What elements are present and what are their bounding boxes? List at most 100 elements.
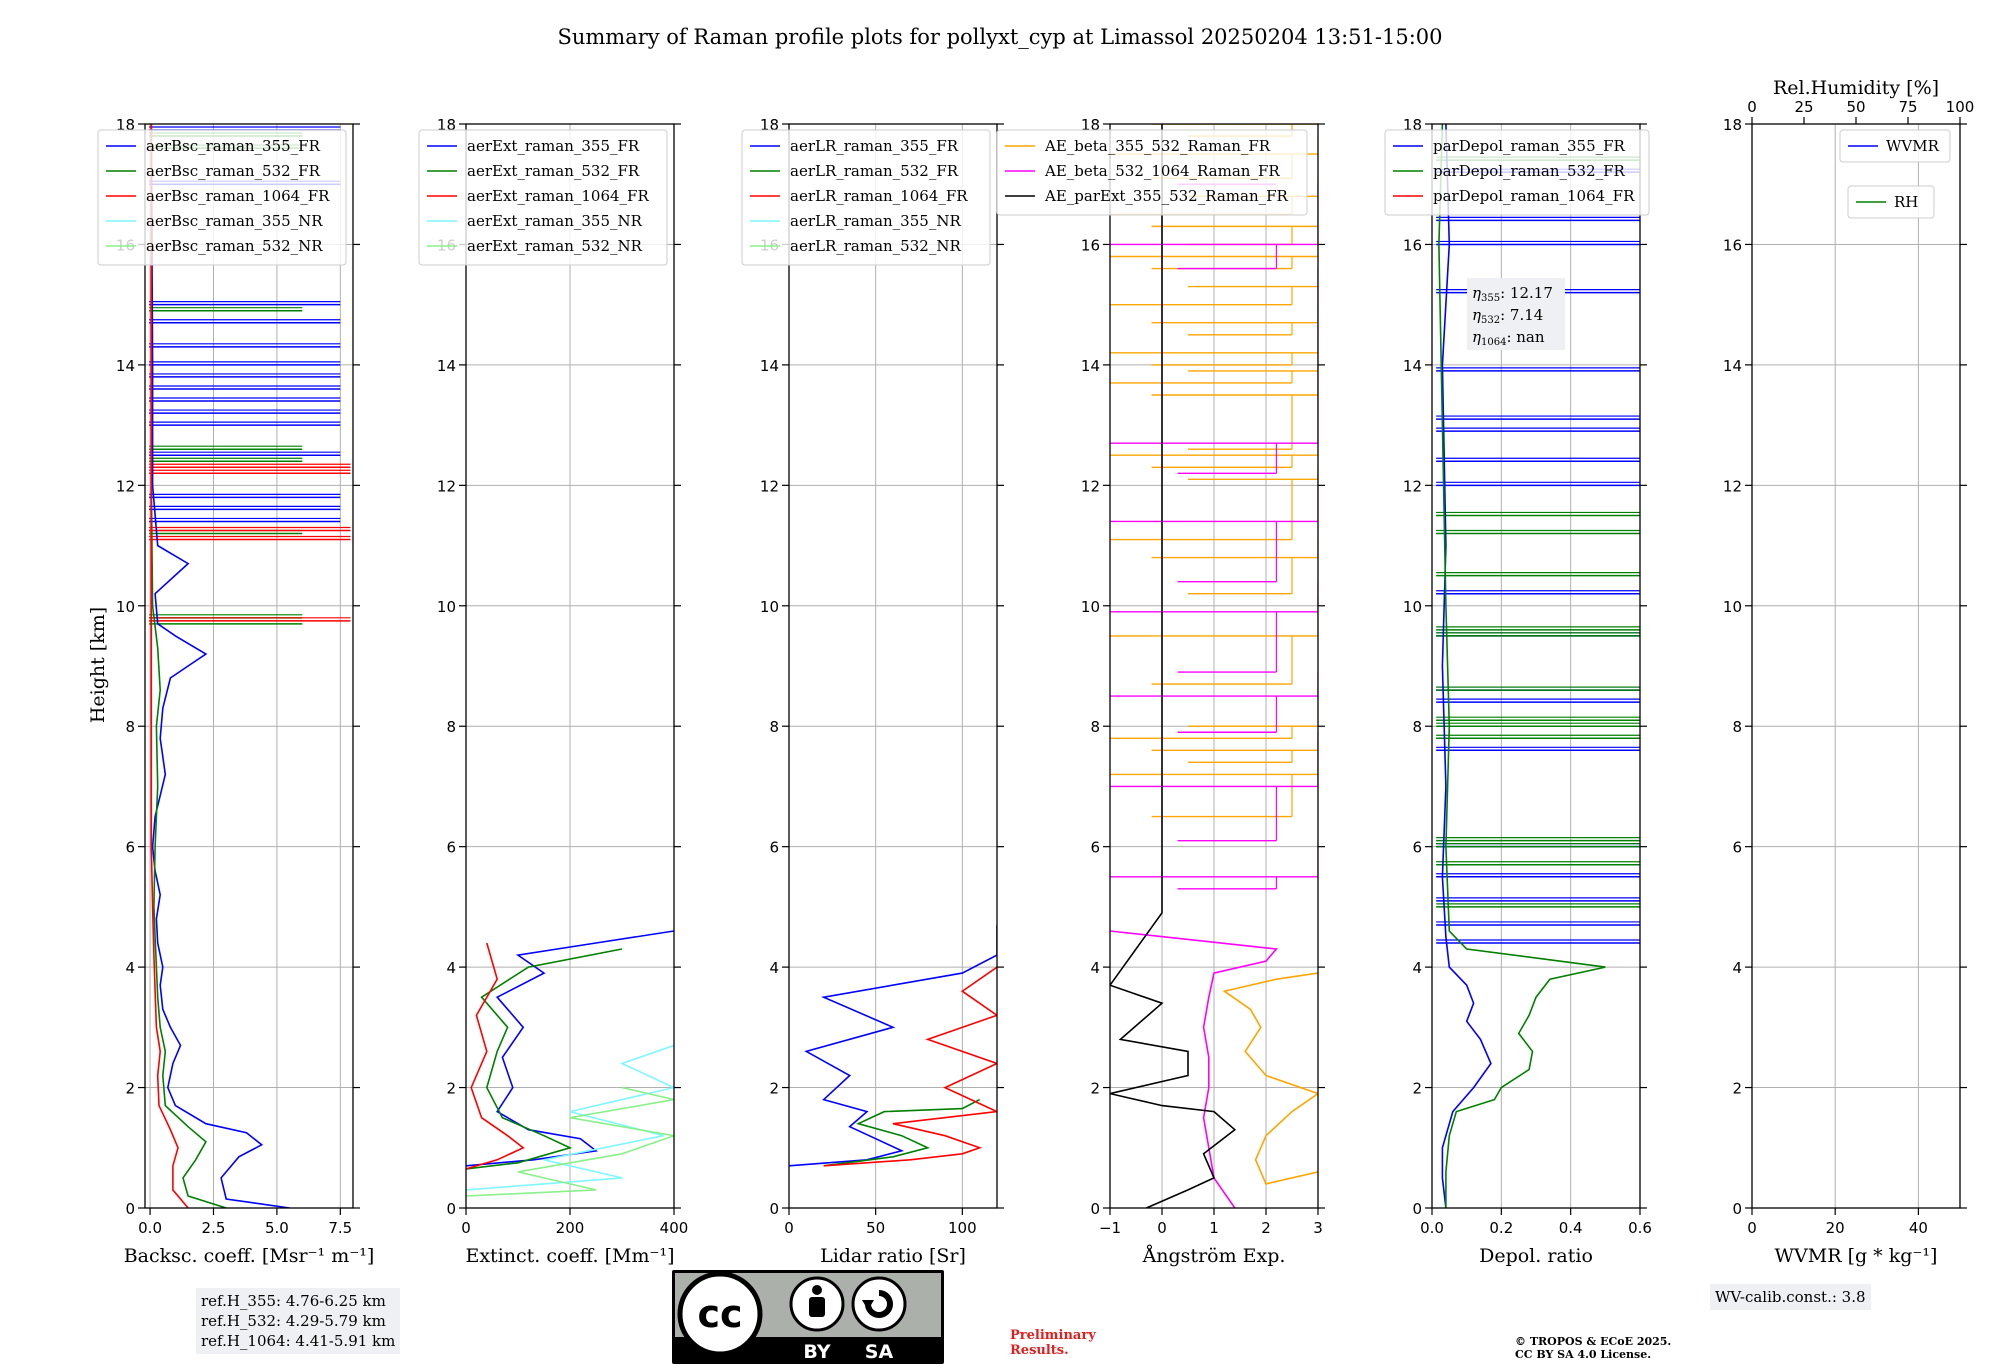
y-tick-label: 8 — [1732, 718, 1742, 736]
axes-frame — [788, 123, 998, 1209]
legend-label: WVMR — [1886, 137, 1940, 155]
y-tick-label: 4 — [446, 959, 456, 977]
y-tick-label: 4 — [769, 959, 779, 977]
legend-label: AE_beta_532_1064_Raman_FR — [1044, 162, 1280, 180]
plot-area-ext — [466, 930, 674, 1197]
y-tick-label: 10 — [116, 598, 135, 616]
legend-label: aerExt_raman_1064_FR — [467, 187, 649, 205]
x-tick-label: 3 — [1313, 1219, 1323, 1237]
sa-share-icon — [851, 1276, 907, 1332]
ref-h355: ref.H_355: 4.76-6.25 km — [201, 1292, 386, 1310]
x-tick-label: 40 — [1909, 1219, 1928, 1237]
top-x-tick-label: 50 — [1846, 98, 1865, 116]
legend-label: aerBsc_raman_355_NR — [146, 212, 323, 230]
panel-lr: 024681012141618050100Lidar ratio [Sr]aer… — [741, 116, 1004, 1267]
legend-label: aerBsc_raman_355_FR — [146, 137, 321, 155]
x-tick-label: 0 — [461, 1219, 471, 1237]
y-tick-label: 8 — [1412, 718, 1422, 736]
y-tick-label: 12 — [437, 477, 456, 495]
y-tick-label: 4 — [125, 959, 135, 977]
y-tick-label: 14 — [1081, 357, 1100, 375]
ref-h1064: ref.H_1064: 4.41-5.91 km — [201, 1332, 396, 1350]
x-tick-label: 400 — [660, 1219, 689, 1237]
axes-frame — [1109, 123, 1319, 1209]
y-tick-label: 10 — [1081, 598, 1100, 616]
y-tick-label: 8 — [1090, 718, 1100, 736]
series-aerExt_raman_355_NR — [466, 1044, 674, 1191]
plot-area-bsc — [149, 124, 351, 1208]
series-aerLR_raman_532_FR — [823, 1098, 981, 1167]
y-tick-label: 12 — [1403, 477, 1422, 495]
preliminary-line-2: Results. — [1010, 1343, 1069, 1358]
y-tick-label: 6 — [769, 839, 779, 857]
legend-rh: RH — [1847, 185, 1935, 219]
copyright-line-1: © TROPOS & ECoE 2025. — [1515, 1335, 1672, 1348]
axes-frame — [144, 123, 354, 1209]
x-tick-label: 50 — [866, 1219, 885, 1237]
legend-label: aerBsc_raman_532_FR — [146, 162, 321, 180]
panel-ext: 0246810121416180200400Extinct. coeff. [M… — [418, 116, 689, 1267]
series-aerExt_raman_1064_FR — [466, 942, 525, 1170]
top-x-tick-label: 75 — [1898, 98, 1917, 116]
x-tick-label: 200 — [556, 1219, 585, 1237]
legend-label: RH — [1894, 193, 1918, 211]
eta-355: η355: 12.17 — [1472, 284, 1553, 304]
eta-1064: η1064: nan — [1472, 328, 1545, 348]
y-tick-label: 12 — [1081, 477, 1100, 495]
copyright-note: © TROPOS & ECoE 2025. CC BY SA 4.0 Licen… — [1515, 1335, 1671, 1361]
series-aerLR_raman_355_FR — [789, 925, 997, 1167]
legend-label: aerLR_raman_532_NR — [790, 237, 961, 255]
y-tick-label: 16 — [1403, 236, 1422, 254]
cc-text: cc — [697, 1292, 742, 1336]
legend-label: aerLR_raman_355_NR — [790, 212, 961, 230]
copyright-line-2: CC BY SA 4.0 License. — [1515, 1348, 1652, 1361]
eta-box — [1467, 278, 1565, 350]
legend-frame — [1384, 129, 1650, 216]
top-axis-label: Rel.Humidity [%] — [1773, 77, 1939, 99]
x-tick-label: 0 — [784, 1219, 794, 1237]
legend-label: aerLR_raman_355_FR — [790, 137, 959, 155]
legend-label: aerExt_raman_532_FR — [467, 162, 640, 180]
x-axis-label-bsc: Backsc. coeff. [Msr⁻¹ m⁻¹] — [124, 1245, 375, 1267]
x-tick-label: 0.0 — [1420, 1219, 1444, 1237]
series-parDepol_raman_355_FR — [1441, 124, 1492, 1208]
y-tick-label: 4 — [1732, 959, 1742, 977]
axes-frame — [1431, 123, 1641, 1209]
x-tick-label: 2.5 — [202, 1219, 226, 1237]
y-tick-label: 12 — [1723, 477, 1742, 495]
series-aerBsc_raman_532_FR — [150, 124, 227, 1208]
y-tick-label: 4 — [1090, 959, 1100, 977]
y-tick-label: 10 — [437, 598, 456, 616]
y-tick-label: 14 — [760, 357, 779, 375]
legend-label: AE_parExt_355_532_Raman_FR — [1044, 187, 1289, 205]
series-aerExt_raman_355_FR — [466, 930, 674, 1167]
cc-circle-icon — [677, 1271, 763, 1357]
x-tick-label: 1 — [1209, 1219, 1219, 1237]
y-tick-label: 6 — [125, 839, 135, 857]
x-tick-label: 0.0 — [138, 1219, 162, 1237]
wv-calib-box: WV-calib.const.: 3.8 — [1710, 1284, 1871, 1310]
by-label: BY — [803, 1341, 830, 1363]
y-tick-label: 16 — [1081, 236, 1100, 254]
y-tick-label: 12 — [760, 477, 779, 495]
top-x-tick-label: 100 — [1946, 98, 1975, 116]
y-tick-label: 10 — [1723, 598, 1742, 616]
y-tick-label: 0 — [1732, 1200, 1742, 1218]
legend-label: aerLR_raman_1064_FR — [790, 187, 968, 205]
series-AE_beta_355_532_Raman_FR — [1222, 972, 1318, 1185]
y-tick-label: 0 — [769, 1200, 779, 1218]
legend-label: aerExt_raman_355_FR — [467, 137, 640, 155]
y-tick-label: 6 — [446, 839, 456, 857]
series-aerExt_raman_532_FR — [466, 948, 623, 1170]
legend-label: aerExt_raman_532_NR — [467, 237, 643, 255]
legend-ae: AE_beta_355_532_Raman_FR AE_beta_532_1064… — [996, 129, 1308, 216]
legend-lr: aerLR_raman_355_FR aerLR_raman_532_FR aerL… — [741, 129, 991, 266]
x-tick-label: 2 — [1261, 1219, 1271, 1237]
y-tick-label: 2 — [769, 1080, 779, 1098]
figure-title: Summary of Raman profile plots for polly… — [557, 25, 1442, 49]
legend-label: aerBsc_raman_532_NR — [146, 237, 323, 255]
